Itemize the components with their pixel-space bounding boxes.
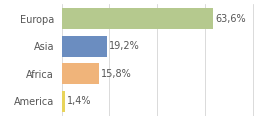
Bar xyxy=(62,91,65,112)
Text: 1,4%: 1,4% xyxy=(67,96,91,106)
Bar xyxy=(62,36,108,57)
Text: 63,6%: 63,6% xyxy=(215,14,246,24)
Bar xyxy=(62,8,213,29)
Text: 15,8%: 15,8% xyxy=(101,69,132,79)
Text: 19,2%: 19,2% xyxy=(109,41,140,51)
Bar xyxy=(62,63,99,84)
